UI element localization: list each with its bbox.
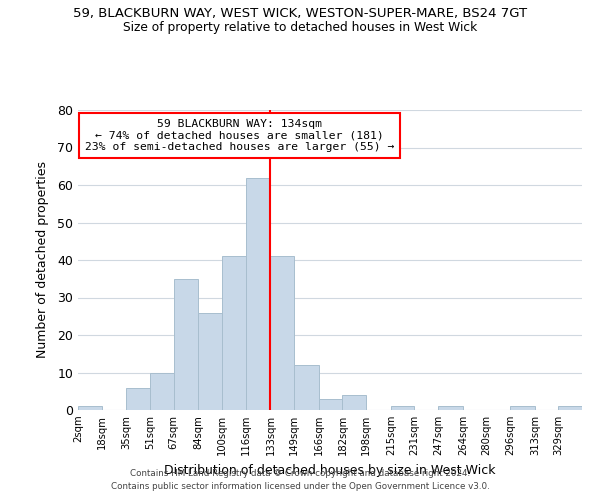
Bar xyxy=(150,372,173,410)
Bar xyxy=(173,279,199,410)
Bar xyxy=(271,256,294,410)
Bar xyxy=(127,388,150,410)
Bar xyxy=(294,365,319,410)
Bar xyxy=(391,406,415,410)
Bar xyxy=(343,395,366,410)
Text: Contains HM Land Registry data © Crown copyright and database right 2024.: Contains HM Land Registry data © Crown c… xyxy=(130,468,470,477)
Y-axis label: Number of detached properties: Number of detached properties xyxy=(36,162,49,358)
Text: Contains public sector information licensed under the Open Government Licence v3: Contains public sector information licen… xyxy=(110,482,490,491)
Bar xyxy=(319,399,343,410)
Bar xyxy=(199,312,222,410)
Bar xyxy=(245,178,271,410)
Bar xyxy=(222,256,245,410)
X-axis label: Distribution of detached houses by size in West Wick: Distribution of detached houses by size … xyxy=(164,464,496,476)
Text: 59, BLACKBURN WAY, WEST WICK, WESTON-SUPER-MARE, BS24 7GT: 59, BLACKBURN WAY, WEST WICK, WESTON-SUP… xyxy=(73,8,527,20)
Bar xyxy=(438,406,463,410)
Text: Size of property relative to detached houses in West Wick: Size of property relative to detached ho… xyxy=(123,21,477,34)
Bar xyxy=(78,406,101,410)
Bar xyxy=(559,406,582,410)
Text: 59 BLACKBURN WAY: 134sqm
← 74% of detached houses are smaller (181)
23% of semi-: 59 BLACKBURN WAY: 134sqm ← 74% of detach… xyxy=(85,119,394,152)
Bar xyxy=(510,406,535,410)
